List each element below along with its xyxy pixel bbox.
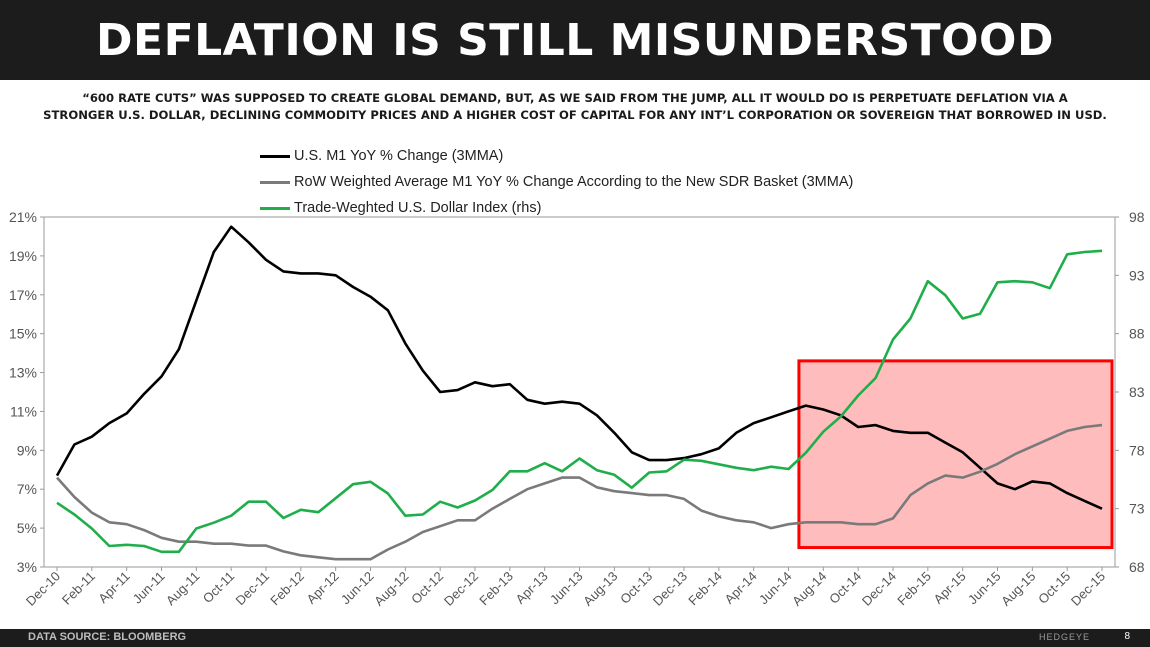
legend-item-row-m1: RoW Weighted Average M1 YoY % Change Acc… bbox=[260, 169, 853, 195]
y-left-tick-label: 15% bbox=[9, 326, 37, 342]
legend-item-usd-index: Trade-Weghted U.S. Dollar Index (rhs) bbox=[260, 195, 853, 221]
x-tick-label: Aug-13 bbox=[580, 569, 620, 609]
x-tick-label: Dec-11 bbox=[233, 569, 273, 609]
x-tick-label: Oct-14 bbox=[826, 569, 864, 607]
highlight-box bbox=[797, 359, 1114, 550]
y-left-tick-label: 19% bbox=[9, 248, 37, 264]
legend-label-us-m1: U.S. M1 YoY % Change (3MMA) bbox=[294, 148, 504, 164]
y-left-tick-label: 13% bbox=[9, 365, 37, 381]
legend-swatch-row-m1 bbox=[260, 180, 290, 184]
line-chart: 3% 5% 7% 9% 11% 13% 15% 17% 19% 21% 68 73 78 83 88 93 98… bbox=[9, 209, 1145, 609]
y-right-tick-label: 93 bbox=[1129, 267, 1145, 283]
x-tick-label: Apr-12 bbox=[304, 569, 342, 607]
x-tick-label: Oct-13 bbox=[617, 569, 655, 607]
chart-legend: U.S. M1 YoY % Change (3MMA) RoW Weighted… bbox=[260, 143, 853, 221]
x-tick-label: Oct-12 bbox=[408, 569, 446, 607]
series-line-row-m1 bbox=[56, 423, 1103, 561]
x-tick-label: Apr-15 bbox=[931, 569, 969, 607]
y-left-tick-label: 21% bbox=[9, 209, 37, 225]
x-tick-label: Feb-12 bbox=[267, 569, 307, 609]
x-tick-label: Feb-13 bbox=[476, 569, 516, 609]
x-tick-label: Aug-12 bbox=[371, 569, 411, 609]
x-tick-label: Feb-11 bbox=[59, 569, 98, 608]
series-line-usd-index bbox=[56, 249, 1103, 554]
x-tick-label: Aug-15 bbox=[998, 569, 1038, 609]
series-line-us-m1 bbox=[55, 225, 1103, 510]
x-tick-label: Jun-15 bbox=[965, 569, 1004, 608]
x-tick-label: Jun-12 bbox=[338, 569, 377, 608]
x-tick-label: Oct-15 bbox=[1035, 569, 1073, 607]
brand-logo-text: HEDGEYE bbox=[1038, 632, 1090, 642]
title-bar: DEFLATION IS STILL MISUNDERSTOOD bbox=[0, 0, 1150, 80]
x-tick-label: Oct-11 bbox=[200, 569, 238, 607]
legend-swatch-us-m1 bbox=[260, 154, 290, 158]
subtitle-line-1: “600 RATE CUTS” WAS SUPPOSED TO CREATE G… bbox=[82, 91, 1068, 105]
x-tick-label: Jun-11 bbox=[130, 569, 168, 607]
y-right-tick-label: 98 bbox=[1129, 209, 1145, 225]
x-tick-label: Apr-13 bbox=[513, 569, 551, 607]
x-tick-label: Aug-11 bbox=[163, 569, 203, 609]
y-left-tick-label: 3% bbox=[17, 559, 37, 575]
y-left-tick-label: 7% bbox=[17, 481, 37, 497]
page-title: DEFLATION IS STILL MISUNDERSTOOD bbox=[96, 14, 1054, 66]
x-tick-label: Dec-12 bbox=[441, 569, 481, 609]
legend-label-usd-index: Trade-Weghted U.S. Dollar Index (rhs) bbox=[294, 200, 542, 216]
y-right-tick-label: 83 bbox=[1129, 384, 1145, 400]
page-number: 8 bbox=[1124, 631, 1130, 642]
y-left-tick-label: 17% bbox=[9, 287, 37, 303]
y-right-tick-label: 78 bbox=[1129, 442, 1145, 458]
x-tick-label: Dec-13 bbox=[650, 569, 690, 609]
data-source: DATA SOURCE: BLOOMBERG bbox=[28, 631, 187, 643]
x-tick-label: Jun-14 bbox=[756, 569, 795, 608]
x-tick-label: Dec-15 bbox=[1068, 569, 1108, 609]
y-right-tick-label: 73 bbox=[1129, 501, 1145, 517]
x-tick-label: Apr-11 bbox=[95, 569, 133, 607]
y-right-tick-label: 88 bbox=[1129, 326, 1145, 342]
y-left-tick-label: 11% bbox=[10, 403, 37, 419]
legend-swatch-usd-index bbox=[260, 206, 290, 210]
legend-item-us-m1: U.S. M1 YoY % Change (3MMA) bbox=[260, 143, 853, 169]
y-left-tick-label: 9% bbox=[17, 442, 37, 458]
footer: DATA SOURCE: BLOOMBERG HEDGEYE 8 bbox=[0, 629, 1150, 647]
x-tick-label: Feb-15 bbox=[894, 569, 934, 609]
x-tick-label: Apr-14 bbox=[722, 569, 760, 607]
subtitle: “600 RATE CUTS” WAS SUPPOSED TO CREATE G… bbox=[10, 90, 1140, 124]
legend-label-row-m1: RoW Weighted Average M1 YoY % Change Acc… bbox=[294, 174, 854, 190]
x-tick-label: Feb-14 bbox=[685, 569, 725, 609]
x-tick-label: Dec-14 bbox=[859, 569, 899, 609]
subtitle-line-2: STRONGER U.S. DOLLAR, DECLINING COMMODIT… bbox=[43, 108, 1107, 122]
x-tick-label: Aug-14 bbox=[789, 569, 829, 609]
y-left-tick-label: 5% bbox=[17, 520, 37, 536]
y-right-tick-label: 68 bbox=[1129, 559, 1145, 575]
x-tick-label: Jun-13 bbox=[547, 569, 586, 608]
